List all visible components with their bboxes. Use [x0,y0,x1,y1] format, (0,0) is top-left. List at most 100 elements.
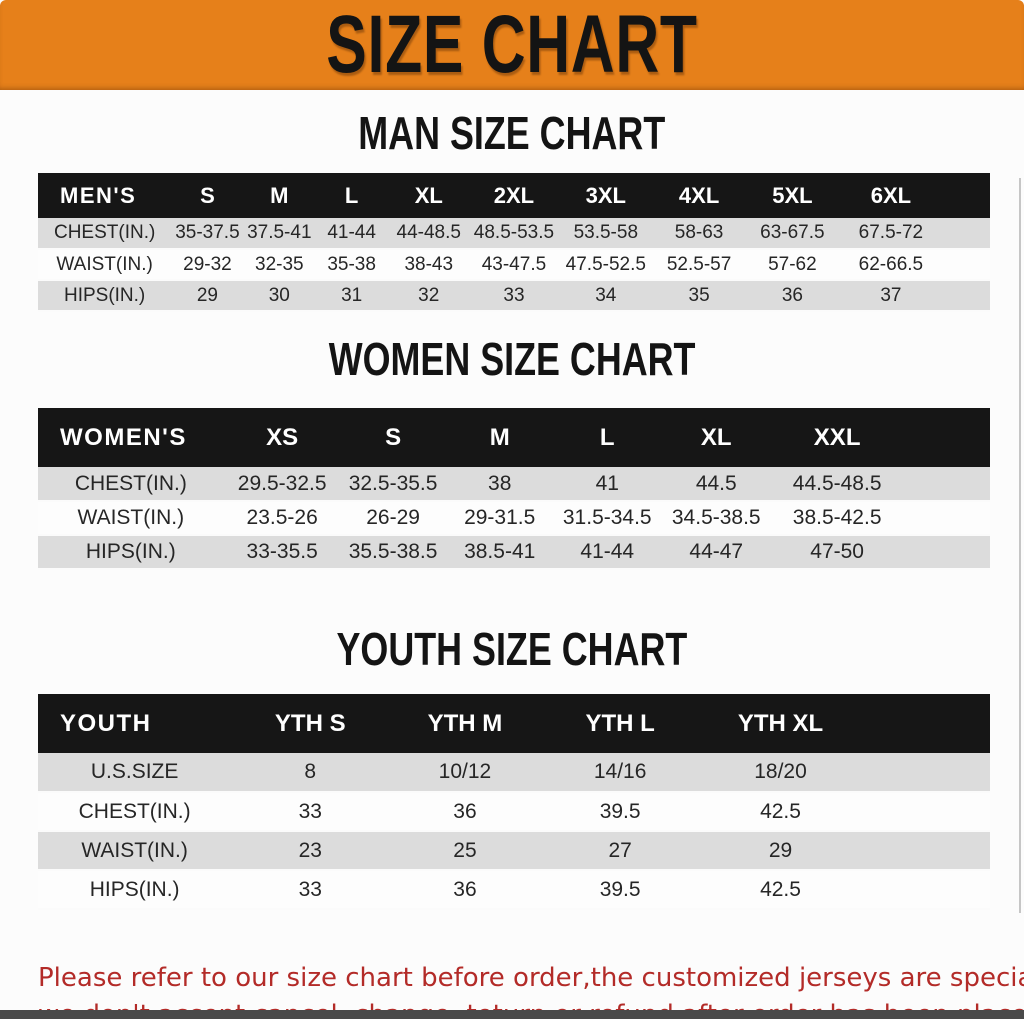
column-header: YTH S [274,709,346,737]
size-value-cell: 29 [171,280,244,312]
size-value-cell: 36 [745,280,840,312]
size-value-cell: 14/16 [540,753,700,793]
size-value-cell: 35-38 [315,249,389,281]
table-row: U.S.SIZE 8 10/12 14/16 18/20 [38,753,990,793]
table-title-cell: WOMEN'S [60,423,187,451]
size-value-cell: 48.5-53.5 [469,218,559,250]
spacer-cell [942,173,990,218]
size-value-cell: 32.5-35.5 [340,467,446,502]
size-value-cell: 32-35 [243,249,315,281]
size-value-cell: 37 [839,280,943,312]
row-label: WAIST(IN.) [38,249,172,281]
size-value-cell: 39.5 [540,792,700,832]
table-row: WAIST(IN.) 29-32 32-35 35-38 38-43 43-47.5 47.… [38,249,990,281]
size-value-cell: 39.5 [540,870,700,910]
size-value-cell: 35-37.5 [171,218,244,250]
row-label: HIPS(IN.) [38,280,172,312]
column-header: XL [414,182,443,208]
row-label: WAIST(IN.) [38,831,232,871]
men-size-table: MEN'S S M L XL 2XL 3XL 4XL 5XL 6XL CHEST(IN.) 35-37… [38,173,990,312]
size-value-cell: 38 [445,467,554,502]
size-value-cell: 35.5-38.5 [340,535,446,570]
spacer-cell [902,501,990,536]
bottom-strip [0,1010,1024,1019]
table-row: WAIST(IN.) 23.5-26 26-29 29-31.5 31.5-34.5 34… [38,501,990,536]
size-value-cell: 47.5-52.5 [558,249,653,281]
size-value-cell: 52.5-57 [652,249,746,281]
row-label: U.S.SIZE [38,753,232,793]
size-value-cell: 29 [699,831,862,871]
size-value-cell: 27 [540,831,700,871]
column-header: 5XL [772,182,813,208]
size-value-cell: 31 [315,280,389,312]
size-value-cell: 44.5-48.5 [771,467,903,502]
column-header: YTH L [585,709,655,737]
youth-section-heading: YOUTH SIZE CHART [336,623,688,675]
size-value-cell: 10/12 [389,753,541,793]
row-label: CHEST(IN.) [38,792,232,832]
spacer-cell [942,280,990,312]
size-value-cell: 47-50 [771,535,903,570]
women-size-table: WOMEN'S XS S M L XL XXL CHEST(IN.) 29.5-32.5 32.5… [38,408,990,570]
size-value-cell: 29-31.5 [445,501,554,536]
size-value-cell: 38.5-41 [445,535,554,570]
column-header: XS [266,423,299,451]
size-value-cell: 35 [652,280,746,312]
size-value-cell: 37.5-41 [243,218,315,250]
size-value-cell: 62-66.5 [839,249,943,281]
size-value-cell: 26-29 [340,501,446,536]
size-value-cell: 29-32 [171,249,244,281]
size-value-cell: 41 [553,467,661,502]
size-value-cell: 31.5-34.5 [553,501,661,536]
scan-edge-artifact [1019,178,1021,913]
column-header: XL [700,423,732,451]
column-header: XXL [813,423,861,451]
size-value-cell: 33 [469,280,559,312]
column-header: 4XL [678,182,720,208]
column-header: M [489,423,510,451]
size-value-cell: 44-47 [660,535,772,570]
women-section-heading: WOMEN SIZE CHART [328,333,696,385]
size-value-cell: 67.5-72 [839,218,943,250]
size-value-cell: 44.5 [660,467,772,502]
size-value-cell: 18/20 [699,753,862,793]
size-value-cell: 32 [388,280,470,312]
spacer-cell [902,467,990,502]
size-value-cell: 38-43 [388,249,470,281]
row-label: HIPS(IN.) [38,535,224,570]
row-label: WAIST(IN.) [38,501,224,536]
table-row: WAIST(IN.) 23 25 27 29 [38,831,990,871]
size-value-cell: 38.5-42.5 [771,501,903,536]
column-header: 3XL [585,182,626,208]
spacer-cell [861,870,990,910]
size-value-cell: 58-63 [652,218,746,250]
size-value-cell: 41-44 [553,535,661,570]
men-section-heading: MAN SIZE CHART [358,107,666,159]
table-row: CHEST(IN.) 33 36 39.5 42.5 [38,792,990,832]
size-value-cell: 42.5 [699,870,862,910]
column-header: L [344,182,359,208]
size-value-cell: 33-35.5 [223,535,341,570]
size-value-cell: 43-47.5 [469,249,559,281]
youth-size-table: YOUTH YTH S YTH M YTH L YTH XL U.S.SIZE 8 10/12… [38,694,990,910]
table-title-cell: MEN'S [60,182,137,208]
table-header-row: YOUTH YTH S YTH M YTH L YTH XL [38,694,990,753]
size-value-cell: 29.5-32.5 [223,467,341,502]
size-value-cell: 33 [231,792,390,832]
size-value-cell: 30 [243,280,315,312]
page-title: SIZE CHART [326,0,698,90]
column-header: S [385,423,402,451]
size-value-cell: 34 [558,280,653,312]
title-banner: SIZE CHART [0,0,1024,90]
table-row: HIPS(IN.) 33 36 39.5 42.5 [38,870,990,910]
column-header: 2XL [493,182,535,208]
size-value-cell: 25 [389,831,541,871]
spacer-cell [861,694,990,753]
row-label: HIPS(IN.) [38,870,232,910]
spacer-cell [942,218,990,250]
size-value-cell: 42.5 [699,792,862,832]
disclaimer-line-1: Please refer to our size chart before or… [38,963,1024,993]
table-row: HIPS(IN.) 29 30 31 32 33 34 35 36 37 [38,280,990,312]
size-value-cell: 23.5-26 [223,501,341,536]
